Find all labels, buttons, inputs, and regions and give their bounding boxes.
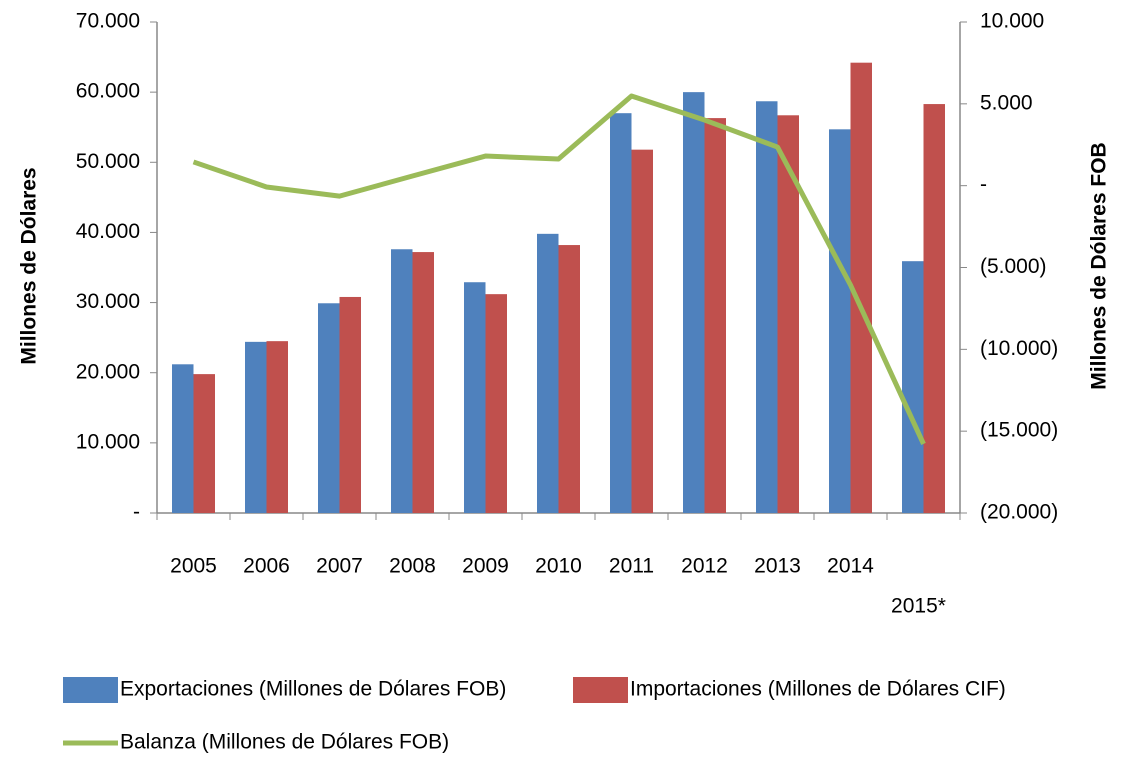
y2-tick-label: (15.000) [980, 419, 1058, 442]
y-tick-label: 20.000 [76, 360, 140, 383]
y2-tick-label: (20.000) [980, 501, 1058, 524]
bar [193, 374, 215, 513]
bar [537, 233, 559, 513]
x-tick-label: 2008 [389, 555, 436, 578]
legend-swatch [63, 677, 118, 703]
x-tick-label: 2015* [891, 595, 946, 618]
x-tick-label: 2013 [754, 555, 801, 578]
bar [412, 252, 434, 513]
y-tick-label: - [133, 501, 140, 524]
x-tick-label: 2009 [462, 555, 509, 578]
bar [485, 294, 507, 513]
y2-tick-label: (5.000) [980, 255, 1047, 278]
y2-tick-label: 10.000 [980, 10, 1044, 33]
y2-axis-title: Millones de Dólares FOB [1088, 142, 1111, 389]
x-tick-label: 2005 [170, 555, 217, 578]
bar [777, 115, 799, 513]
bar [631, 149, 653, 513]
y-tick-label: 50.000 [76, 150, 140, 173]
x-tick-label: 2011 [609, 555, 654, 578]
bar [172, 364, 194, 513]
y2-tick-label: - [980, 173, 987, 196]
bar [391, 249, 413, 513]
y-tick-label: 10.000 [76, 430, 140, 453]
legend-label: Exportaciones (Millones de Dólares FOB) [120, 678, 506, 701]
bar [683, 92, 705, 514]
bar [266, 341, 288, 513]
line-series [192, 93, 926, 445]
bar [339, 296, 361, 513]
bar [923, 104, 945, 514]
y2-tick-label: 5.000 [980, 91, 1033, 114]
bar [902, 261, 924, 513]
y-tick-label: 70.000 [76, 10, 140, 33]
bar [318, 303, 340, 513]
y-axis-title: Millones de Dólares [18, 167, 41, 364]
bar [464, 282, 486, 513]
legend-label: Balanza (Millones de Dólares FOB) [120, 731, 449, 754]
y2-tick-label: (10.000) [980, 337, 1058, 360]
bar [245, 341, 267, 513]
legend-label: Importaciones (Millones de Dólares CIF) [630, 678, 1006, 701]
x-tick-label: 2010 [535, 555, 582, 578]
x-tick-label: 2014 [827, 555, 874, 578]
bar [704, 118, 726, 514]
bar [756, 101, 778, 514]
bar [850, 62, 872, 513]
x-tick-label: 2006 [243, 555, 290, 578]
legend-swatch [573, 677, 628, 703]
y-tick-label: 30.000 [76, 290, 140, 313]
x-tick-label: 2007 [316, 555, 363, 578]
y-tick-label: 40.000 [76, 220, 140, 243]
x-tick-label: 2012 [681, 555, 728, 578]
bar [829, 129, 851, 513]
bar [610, 113, 632, 513]
bar [558, 245, 580, 513]
y-tick-label: 60.000 [76, 80, 140, 103]
